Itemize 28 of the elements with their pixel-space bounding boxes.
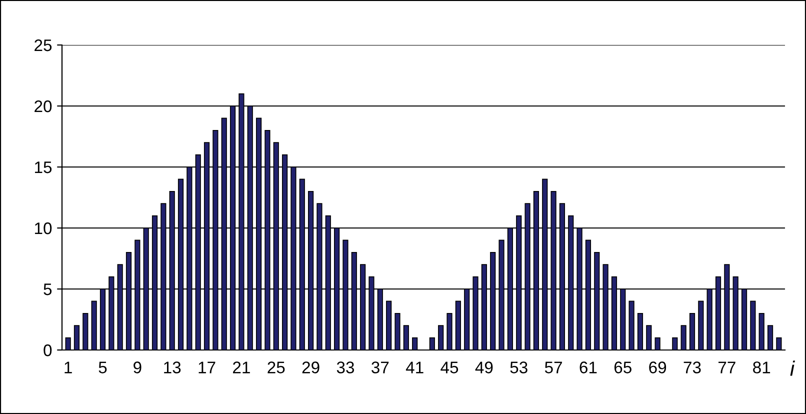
y-tick-label: 10 <box>35 222 52 234</box>
x-tick-label: 61 <box>580 362 597 374</box>
x-tick-label: 29 <box>302 362 320 374</box>
x-tick-label: 37 <box>372 362 389 374</box>
x-tick-label: 1 <box>64 362 72 374</box>
x-tick-label: 69 <box>649 362 666 374</box>
y-tick-label: 25 <box>34 39 52 52</box>
x-tick-label: 41 <box>406 362 424 374</box>
x-tick-label: 9 <box>134 362 142 374</box>
x-axis-title: i <box>790 360 796 376</box>
x-tick-label: 77 <box>718 362 736 374</box>
x-tick-label: 25 <box>268 362 285 374</box>
y-tick-label: 5 <box>44 284 52 296</box>
y-tick-label: 20 <box>34 100 52 112</box>
x-tick-label: 45 <box>440 362 458 374</box>
x-tick-label: 73 <box>684 362 701 374</box>
x-tick-label: 57 <box>544 362 562 374</box>
x-tick-label: 53 <box>510 362 528 374</box>
x-tick-label: 21 <box>233 362 250 374</box>
y-tick-label: 0 <box>44 344 52 356</box>
x-tick-label: 13 <box>164 362 181 374</box>
x-tick-label: 49 <box>475 362 493 374</box>
x-tick-label: 81 <box>753 362 770 374</box>
x-tick-label: 33 <box>336 362 354 374</box>
y-tick-label: 15 <box>35 162 52 174</box>
x-tick-label: 65 <box>614 362 632 374</box>
x-tick-label: 5 <box>98 362 107 374</box>
x-tick-label: 17 <box>198 362 216 374</box>
